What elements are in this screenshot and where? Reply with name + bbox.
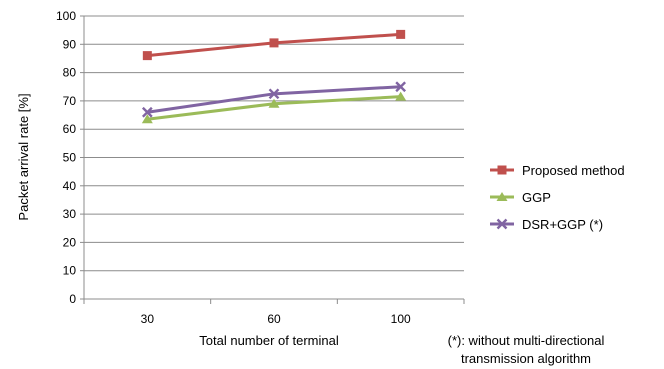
data-point-dsr-ggp-30 [141,106,153,118]
y-tick-label-20: 20 [63,235,77,249]
x-tick-label-30: 30 [141,312,155,326]
y-tick-label-50: 50 [63,151,77,165]
x-axis-title: Total number of terminal [199,333,339,348]
legend-marker-proposed-method [497,165,507,175]
legend-item-proposed-method: Proposed method [490,163,625,178]
y-axis-title: Packet arrival rate [%] [16,93,31,220]
y-tick-label-100: 100 [56,9,76,23]
y-tick-label-90: 90 [63,37,77,51]
data-point-ggp-60 [268,98,280,108]
legend-label-ggp: GGP [522,190,551,205]
footnote-line-1: (*): without multi-directional [448,333,605,348]
data-point-proposed-method-30 [142,51,152,61]
data-point-dsr-ggp-60 [268,88,280,100]
data-point-dsr-ggp-100 [395,81,407,93]
y-tick-label-40: 40 [63,179,77,193]
legend-marker-ggp [496,192,508,201]
data-point-proposed-method-100 [396,29,406,39]
legend-label-proposed-method: Proposed method [522,163,625,178]
legend-item-dsr-ggp: DSR+GGP (*) [490,217,603,232]
x-tick-label-100: 100 [391,312,411,326]
y-tick-label-0: 0 [69,292,76,306]
series-lines [141,29,407,124]
y-tick-label-80: 80 [63,66,77,80]
legend-item-ggp: GGP [490,190,551,205]
x-tick-labels: 30 60 100 [141,312,411,326]
y-tick-label-10: 10 [63,264,77,278]
data-point-ggp-100 [395,91,407,101]
y-tick-label-30: 30 [63,207,77,221]
y-tick-label-60: 60 [63,122,77,136]
data-point-proposed-method-60 [269,38,279,48]
data-point-ggp-30 [141,114,153,124]
y-tick-labels: 0 10 20 30 40 50 60 70 80 90 100 [56,9,76,306]
series-proposed-method [142,29,406,61]
series-dsr-ggp [141,81,407,118]
x-tick-label-60: 60 [267,312,281,326]
legend-label-dsr-ggp: DSR+GGP (*) [522,217,603,232]
y-tick-label-70: 70 [63,94,77,108]
footnote-line-2: transmission algorithm [461,351,591,366]
axes [80,15,465,304]
series-ggp [141,91,407,124]
legend-marker-dsr-ggp [496,218,508,230]
legend: Proposed method GGP DSR+GGP (*) [490,163,625,232]
